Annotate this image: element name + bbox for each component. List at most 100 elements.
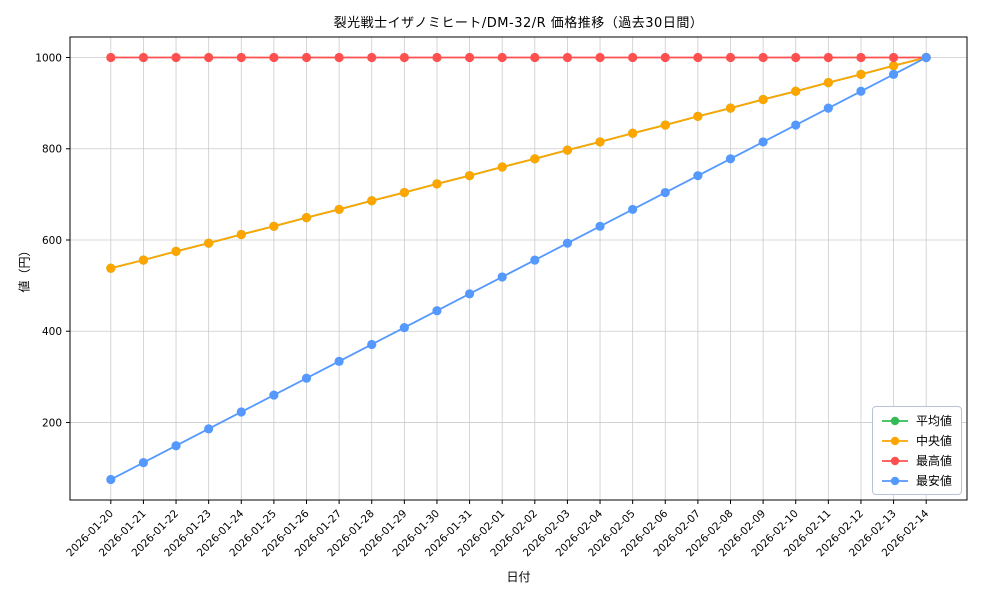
- x-axis-ticks: 2026-01-202026-01-212026-01-222026-01-23…: [64, 500, 932, 559]
- chart-legend: 平均値中央値最高値最安値: [871, 406, 962, 495]
- series-median-marker: [432, 179, 442, 189]
- series-median-marker: [236, 229, 246, 240]
- series-max-marker: [856, 52, 866, 63]
- series-median-marker: [138, 255, 149, 265]
- series-min-marker: [106, 474, 116, 485]
- legend-label-mean: 平均値: [915, 414, 952, 428]
- y-axis-label: 値（円）: [17, 244, 32, 293]
- series-median-marker: [628, 128, 638, 138]
- series-median-marker: [562, 145, 573, 155]
- legend-label-median: 中央値: [915, 434, 952, 448]
- legend-entry-mean: 平均値: [880, 412, 952, 429]
- series-min-marker: [530, 255, 540, 265]
- y-tick-label: 200: [42, 417, 62, 429]
- series-max-marker: [334, 52, 344, 63]
- series-median-marker: [204, 238, 214, 248]
- series-min-marker: [204, 424, 214, 434]
- series-median-marker: [106, 263, 116, 273]
- series-max-marker: [138, 52, 149, 63]
- series-max-marker: [106, 52, 116, 63]
- series-max-marker: [660, 52, 670, 63]
- legend-label-min: 最安値: [915, 474, 952, 488]
- series-min-marker: [269, 390, 279, 400]
- series-max-marker: [693, 52, 703, 63]
- series-min-marker: [693, 171, 703, 181]
- y-tick-label: 1000: [35, 52, 62, 64]
- legend-swatch-mean: [881, 416, 908, 425]
- legend-entry-min: 最安値: [880, 472, 952, 489]
- y-axis-ticks: 200 400 600 800 1000: [35, 52, 70, 429]
- series-min-marker: [725, 154, 736, 164]
- series-median-marker: [464, 171, 475, 181]
- series-min-marker: [497, 272, 507, 282]
- series-median-marker: [823, 78, 833, 88]
- series-median-marker: [367, 196, 377, 206]
- plot-border: [69, 36, 968, 501]
- series-max-marker: [269, 52, 279, 63]
- series-median-marker: [725, 103, 736, 113]
- legend-swatch-min: [881, 476, 908, 485]
- legend-entry-median: 中央値: [880, 432, 952, 449]
- series-max-marker: [725, 52, 736, 63]
- series-median-marker: [497, 162, 507, 172]
- legend-swatch-median: [881, 436, 908, 445]
- series-max-marker: [791, 52, 801, 63]
- series-min-line: [110, 56, 927, 481]
- series-min-marker: [399, 322, 409, 333]
- series-min-marker: [595, 221, 605, 231]
- legend-label-max: 最高値: [915, 454, 952, 468]
- series-min: [106, 52, 931, 485]
- series-min-marker: [888, 69, 899, 80]
- series-min-marker: [660, 187, 670, 198]
- chart-title: 裂光戦士イザノミヒート/DM-32/R 価格推移（過去30日間）: [333, 16, 704, 31]
- series-min-marker: [791, 120, 801, 130]
- series-median: [106, 52, 931, 273]
- series-min-marker: [432, 306, 442, 316]
- series-max-marker: [204, 52, 214, 63]
- series-max-marker: [595, 52, 605, 63]
- series-max-marker: [399, 52, 409, 63]
- series-median-marker: [660, 120, 670, 130]
- series-max-marker: [236, 52, 246, 63]
- series-min-marker: [562, 238, 573, 248]
- series-max-marker: [562, 52, 573, 63]
- legend-swatch-max: [881, 456, 908, 465]
- y-tick-label: 600: [42, 235, 62, 247]
- series-max-marker: [530, 52, 540, 63]
- legend-entry-max: 最高値: [880, 452, 952, 469]
- series-min-marker: [171, 441, 181, 451]
- series-median-marker: [334, 204, 344, 215]
- x-axis-label: 日付: [506, 570, 531, 584]
- y-tick-label: 800: [42, 144, 62, 156]
- series-min-marker: [367, 339, 377, 350]
- series-median-marker: [530, 154, 540, 164]
- series-min-marker: [856, 86, 866, 96]
- series-min-marker: [236, 407, 246, 417]
- series-median-marker: [301, 213, 312, 223]
- series-min-marker: [758, 137, 768, 147]
- series-median-marker: [595, 137, 605, 147]
- series-max-marker: [758, 52, 768, 63]
- series-max: [106, 52, 931, 63]
- series-min-marker: [334, 356, 344, 366]
- series-max-marker: [464, 52, 475, 63]
- series-median-marker: [888, 61, 899, 71]
- series-median-line: [110, 56, 927, 270]
- series-max-marker: [432, 52, 442, 63]
- series-median-marker: [399, 187, 409, 198]
- series-min-marker: [301, 373, 312, 383]
- y-tick-label: 400: [42, 326, 62, 338]
- series-min-marker: [628, 204, 638, 215]
- series-median-marker: [269, 221, 279, 231]
- series-min-marker: [921, 52, 931, 63]
- series-median-marker: [856, 69, 866, 80]
- series-median-marker: [791, 86, 801, 96]
- series-min-marker: [823, 103, 833, 113]
- series-min-marker: [138, 457, 149, 468]
- series-median-marker: [693, 111, 703, 121]
- series-max-marker: [823, 52, 833, 63]
- series-max-marker: [628, 52, 638, 63]
- series-max-marker: [497, 52, 507, 63]
